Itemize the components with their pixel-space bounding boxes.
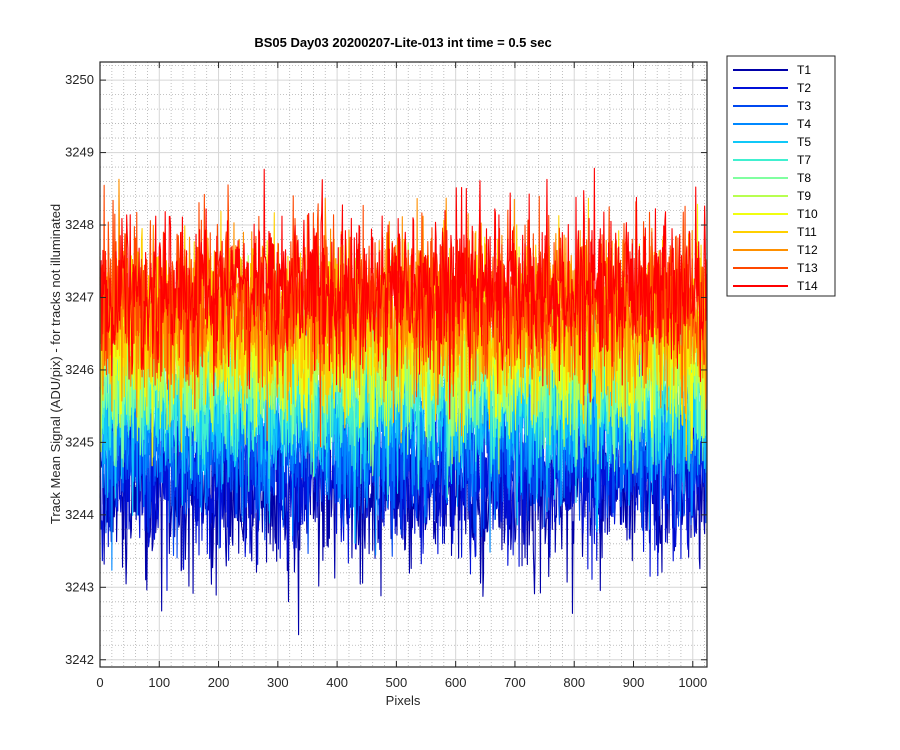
series-line-t14 — [99, 167, 707, 420]
y-tick-label: 3243 — [65, 579, 94, 594]
legend-label-t12: T12 — [797, 243, 818, 257]
x-tick-label: 600 — [445, 675, 467, 690]
legend-label-t9: T9 — [797, 189, 811, 203]
x-axis-ticks: 0 100 200 300 400 500 600 700 800 900 1000 — [96, 62, 707, 690]
y-tick-label: 3244 — [65, 507, 94, 522]
x-tick-label: 200 — [208, 675, 230, 690]
y-axis-ticks: 3242 3243 3244 3245 3246 3247 3248 3249 3250 — [65, 72, 707, 667]
legend: T1 T2 T3 T4 T5 T7 T8 T9 T10 T11 T12 T13 T14 — [726, 55, 836, 297]
y-tick-label: 3242 — [65, 652, 94, 667]
x-tick-label: 0 — [96, 675, 103, 690]
y-axis-title: Track Mean Signal (ADU/pix) - for tracks… — [48, 204, 63, 524]
series-line-t12 — [99, 178, 707, 442]
legend-label-t14: T14 — [797, 279, 818, 293]
x-tick-label: 700 — [504, 675, 526, 690]
legend-label-t8: T8 — [797, 171, 811, 185]
legend-label-t1: T1 — [797, 63, 811, 77]
legend-label-t2: T2 — [797, 81, 811, 95]
x-tick-label: 800 — [563, 675, 585, 690]
x-axis-title: Pixels — [386, 693, 421, 708]
plot-frame — [99, 61, 708, 668]
y-tick-label: 3246 — [65, 362, 94, 377]
x-tick-label: 300 — [267, 675, 289, 690]
y-tick-label: 3245 — [65, 434, 94, 449]
legend-label-t13: T13 — [797, 261, 818, 275]
y-tick-label: 3248 — [65, 217, 94, 232]
legend-label-t10: T10 — [797, 207, 818, 221]
legend-items: T1 T2 T3 T4 T5 T7 T8 T9 T10 T11 T12 T13 T14 — [733, 63, 818, 293]
legend-label-t3: T3 — [797, 99, 811, 113]
x-tick-label: 900 — [623, 675, 645, 690]
y-tick-label: 3247 — [65, 289, 94, 304]
x-tick-label: 400 — [326, 675, 348, 690]
legend-box — [726, 55, 836, 297]
y-tick-label: 3250 — [65, 72, 94, 87]
x-tick-label: 1000 — [678, 675, 707, 690]
legend-label-t4: T4 — [797, 117, 811, 131]
legend-label-t7: T7 — [797, 153, 811, 167]
series-lines — [99, 167, 707, 636]
legend-label-t5: T5 — [797, 135, 811, 149]
x-tick-label: 100 — [148, 675, 170, 690]
legend-label-t11: T11 — [797, 225, 817, 239]
x-tick-label: 500 — [386, 675, 408, 690]
chart-title: BS05 Day03 20200207-Lite-013 int time = … — [254, 35, 551, 50]
y-tick-label: 3249 — [65, 145, 94, 160]
plot-area: 0 100 200 300 400 500 600 700 800 900 1000 3242324… — [65, 61, 708, 690]
